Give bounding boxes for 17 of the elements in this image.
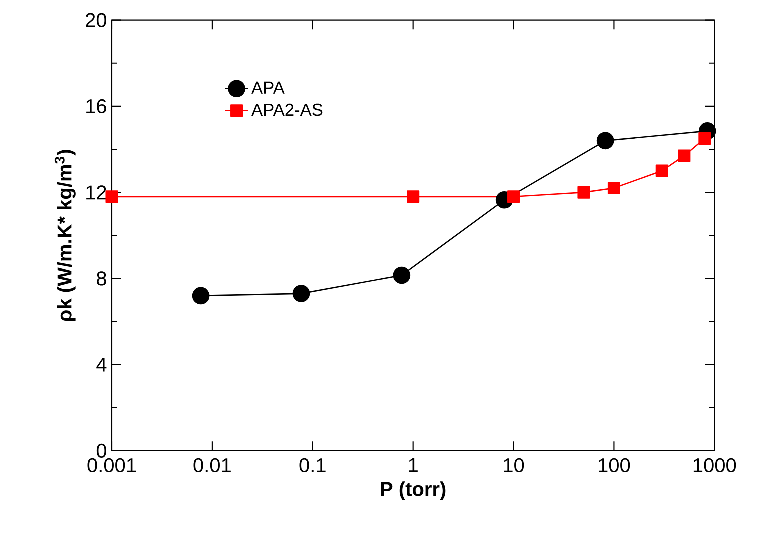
x-tick-label: 0.001: [88, 458, 136, 473]
x-tick-label: 10: [504, 458, 524, 473]
legend-label: APA2-AS: [252, 104, 323, 116]
y-tick-label: 8: [97, 272, 106, 286]
x-tick-label: 100: [599, 458, 630, 473]
x-tick-label: 0.01: [194, 458, 231, 473]
y-tick-label: 0: [96, 444, 106, 458]
x-tick-label: 1: [409, 458, 418, 472]
y-tick-label: 4: [96, 358, 107, 372]
x-tick-label: 0.1: [300, 458, 326, 473]
y-tick-label: 16: [86, 99, 106, 114]
x-tick-label: 1000: [694, 458, 736, 473]
legend-label: APA: [252, 82, 285, 94]
y-tick-label: 12: [86, 186, 106, 200]
y-tick-label: 20: [86, 13, 106, 28]
y-axis-title: ρk (W/m.K* kg/m$^{3}$): [54, 150, 76, 322]
x-axis-title: P (torr): [381, 482, 446, 500]
